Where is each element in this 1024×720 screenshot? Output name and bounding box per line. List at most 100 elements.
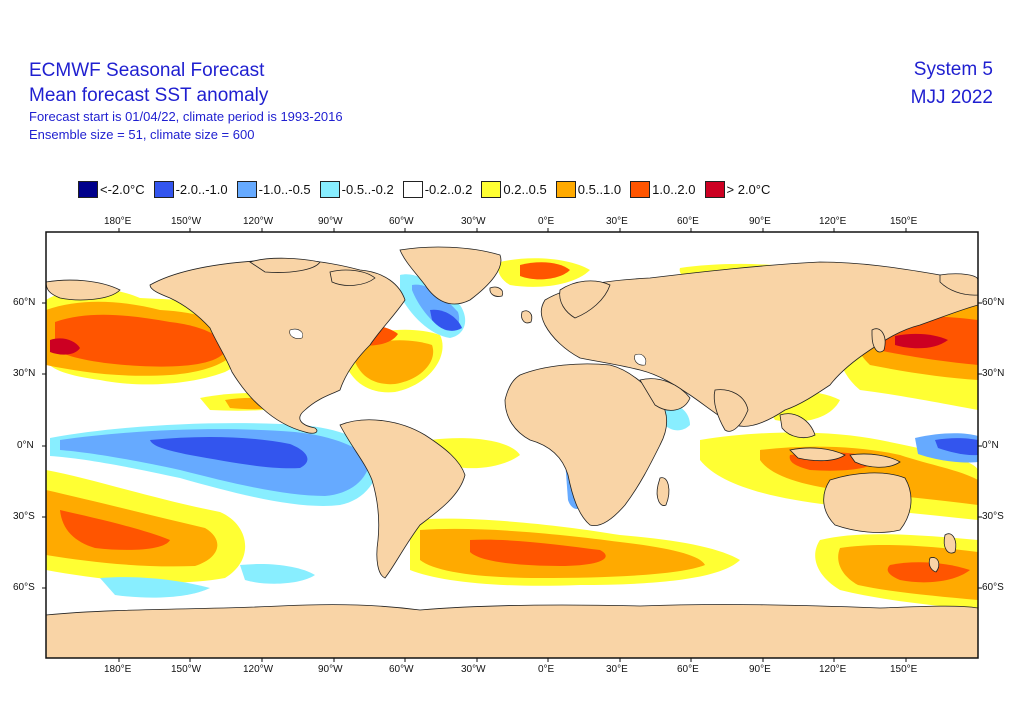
uk bbox=[521, 310, 533, 324]
lon-label-top: 30°W bbox=[461, 216, 486, 227]
caspian-sea bbox=[634, 353, 647, 366]
lat-label-right: 30°N bbox=[982, 368, 1005, 379]
japan bbox=[871, 328, 886, 353]
anomaly-region bbox=[520, 262, 570, 280]
south-america bbox=[339, 419, 466, 579]
land bbox=[46, 246, 978, 658]
lon-label-top: 150°E bbox=[890, 216, 918, 227]
lat-label-left: 60°S bbox=[13, 582, 35, 593]
legend: <-2.0°C -2.0..-1.0 -1.0..-0.5 -0.5..-0.2… bbox=[78, 179, 779, 199]
new-zealand bbox=[943, 533, 957, 554]
legend-swatch bbox=[78, 180, 98, 198]
australia bbox=[823, 472, 912, 533]
anomaly-region bbox=[352, 340, 434, 385]
legend-item: -1.0..-0.5 bbox=[236, 180, 311, 198]
indonesia bbox=[789, 447, 846, 462]
legend-item: -0.2..0.2 bbox=[402, 180, 473, 198]
legend-label: 1.0..2.0 bbox=[652, 181, 696, 197]
arabia bbox=[639, 378, 691, 411]
legend-label: -2.0..-1.0 bbox=[175, 181, 228, 197]
anomaly-region bbox=[430, 309, 462, 331]
new-guinea bbox=[849, 453, 901, 468]
system-label: System 5 bbox=[913, 59, 993, 80]
axis-ticks bbox=[42, 228, 982, 662]
lon-label-bottom: 60°W bbox=[389, 664, 414, 675]
chukotka bbox=[939, 273, 978, 296]
legend-swatch bbox=[236, 180, 257, 198]
legend-swatch bbox=[402, 180, 423, 198]
legend-swatch bbox=[153, 180, 174, 198]
madagascar bbox=[656, 477, 670, 506]
scandinavia bbox=[559, 280, 611, 319]
legend-swatch bbox=[630, 180, 651, 198]
anomaly-region bbox=[887, 562, 970, 583]
title-block: ECMWF Seasonal Forecast Mean forecast SS… bbox=[29, 58, 343, 144]
anomaly-region bbox=[60, 510, 170, 550]
chart-title: ECMWF Seasonal Forecast bbox=[29, 60, 265, 81]
legend-label: -0.5..-0.2 bbox=[341, 181, 394, 197]
lon-label-bottom: 120°W bbox=[243, 664, 274, 675]
lon-label-bottom: 0°E bbox=[538, 664, 555, 675]
anomaly-region bbox=[100, 577, 210, 598]
anomaly-region bbox=[240, 564, 315, 584]
legend-item: -0.5..-0.2 bbox=[319, 180, 394, 198]
lon-label-bottom: 150°W bbox=[171, 664, 202, 675]
lon-label-bottom: 120°E bbox=[819, 664, 847, 675]
great-lakes bbox=[289, 328, 303, 339]
arctic-islands bbox=[329, 269, 376, 286]
africa bbox=[504, 363, 668, 527]
lat-label-right: 30°S bbox=[982, 511, 1004, 522]
legend-item: 0.5..1.0 bbox=[555, 180, 622, 198]
lon-label-bottom: 30°W bbox=[461, 664, 486, 675]
legend-swatch bbox=[319, 180, 340, 198]
period-label: MJJ 2022 bbox=[910, 87, 993, 108]
anomaly-region bbox=[55, 314, 226, 367]
cold-anomalies bbox=[50, 274, 978, 598]
legend-label: -1.0..-0.5 bbox=[258, 181, 311, 197]
lat-label-left: 0°N bbox=[17, 440, 34, 451]
lon-label-top: 180°E bbox=[104, 216, 132, 227]
lon-label-top: 90°W bbox=[318, 216, 343, 227]
legend-label: > 2.0°C bbox=[726, 181, 771, 197]
legend-label: 0.2..0.5 bbox=[503, 181, 547, 197]
indochina bbox=[779, 413, 816, 439]
lon-label-top: 60°W bbox=[389, 216, 414, 227]
iceland bbox=[489, 286, 504, 297]
anomaly-region bbox=[935, 438, 978, 456]
new-zealand bbox=[928, 557, 940, 573]
lat-label-right: 60°S bbox=[982, 582, 1004, 593]
lon-label-top: 30°E bbox=[606, 216, 628, 227]
lon-label-top: 120°W bbox=[243, 216, 274, 227]
lon-label-bottom: 60°E bbox=[677, 664, 699, 675]
india bbox=[713, 389, 749, 432]
legend-swatch bbox=[555, 180, 576, 198]
anomaly-region bbox=[150, 436, 308, 469]
lat-label-right: 0°N bbox=[982, 440, 999, 451]
anomaly-region bbox=[895, 333, 948, 349]
ensemble-info: Ensemble size = 51, climate size = 600 bbox=[29, 127, 255, 142]
inland-water bbox=[289, 328, 647, 366]
lon-label-bottom: 90°E bbox=[749, 664, 771, 675]
forecast-info: Forecast start is 01/04/22, climate peri… bbox=[29, 109, 343, 124]
legend-item: -2.0..-1.0 bbox=[153, 180, 228, 198]
map-frame bbox=[45, 231, 979, 659]
lon-label-top: 60°E bbox=[677, 216, 699, 227]
lat-label-right: 60°N bbox=[982, 297, 1005, 308]
legend-label: 0.5..1.0 bbox=[577, 181, 622, 197]
legend-label: -0.2..0.2 bbox=[424, 181, 473, 197]
lon-label-bottom: 150°E bbox=[890, 664, 918, 675]
lon-label-bottom: 180°E bbox=[104, 664, 132, 675]
lon-label-top: 0°E bbox=[538, 216, 555, 227]
warm-anomalies bbox=[46, 258, 978, 610]
chart-subtitle: Mean forecast SST anomaly bbox=[29, 85, 269, 106]
lon-label-top: 90°E bbox=[749, 216, 771, 227]
lat-label-left: 30°S bbox=[13, 511, 35, 522]
system-block: System 5 MJJ 2022 bbox=[911, 56, 993, 112]
lon-label-bottom: 90°W bbox=[318, 664, 343, 675]
map-content bbox=[46, 232, 978, 658]
eurasia bbox=[540, 261, 978, 427]
legend-item: > 2.0°C bbox=[704, 180, 771, 198]
lon-label-top: 120°E bbox=[819, 216, 847, 227]
lon-label-top: 150°W bbox=[171, 216, 202, 227]
north-america bbox=[149, 259, 406, 434]
